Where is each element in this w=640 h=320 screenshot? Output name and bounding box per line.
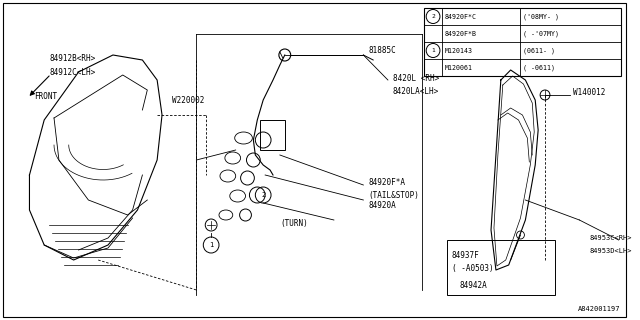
Text: 2: 2	[431, 14, 435, 19]
Text: (TURN): (TURN)	[280, 219, 308, 228]
Text: FRONT: FRONT	[35, 92, 58, 100]
Text: M120143: M120143	[445, 47, 473, 53]
Bar	[447, 240, 555, 295]
Text: W220002: W220002	[172, 95, 204, 105]
Text: ( -A0503): ( -A0503)	[452, 263, 493, 273]
Text: 84942A: 84942A	[460, 281, 487, 290]
Bar	[260, 120, 285, 150]
Text: 81885C: 81885C	[368, 45, 396, 54]
Text: 84920F*B: 84920F*B	[445, 30, 477, 36]
Text: 84920F*C: 84920F*C	[445, 13, 477, 20]
Text: 1: 1	[209, 242, 213, 248]
Text: ('08MY- ): ('08MY- )	[524, 13, 559, 20]
Text: A842001197: A842001197	[578, 306, 621, 312]
Text: 84912C<LH>: 84912C<LH>	[49, 68, 95, 76]
Text: 84912B<RH>: 84912B<RH>	[49, 53, 95, 62]
Text: 2: 2	[261, 192, 266, 198]
Bar	[424, 8, 621, 76]
Text: 84937F: 84937F	[452, 251, 479, 260]
Text: 84953C<RH>: 84953C<RH>	[589, 235, 632, 241]
Text: 84920A: 84920A	[368, 201, 396, 210]
Text: 1: 1	[431, 48, 435, 53]
Text: (0611- ): (0611- )	[524, 47, 556, 54]
Text: ( -0611): ( -0611)	[524, 64, 556, 71]
Text: ( -'07MY): ( -'07MY)	[524, 30, 559, 37]
Text: 84920F*A: 84920F*A	[368, 178, 405, 187]
Text: M120061: M120061	[445, 65, 473, 70]
Text: 84953D<LH>: 84953D<LH>	[589, 248, 632, 254]
Text: (TAIL&STOP): (TAIL&STOP)	[368, 190, 419, 199]
Text: 8420LA<LH>: 8420LA<LH>	[393, 86, 439, 95]
Text: W140012: W140012	[573, 87, 605, 97]
Text: 8420L <RH>: 8420L <RH>	[393, 74, 439, 83]
